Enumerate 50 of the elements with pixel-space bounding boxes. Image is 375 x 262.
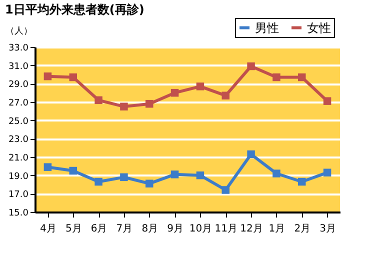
y-tick-label: 31.0 [8, 62, 29, 72]
point [272, 73, 280, 82]
point [69, 166, 77, 175]
x-tick-label: 2月 [294, 224, 311, 234]
y-tick-label: 23.0 [8, 135, 29, 146]
point [247, 150, 255, 158]
y-tick-label: 17.0 [8, 190, 29, 200]
point [323, 168, 332, 176]
x-tick-label: 3月 [320, 224, 336, 234]
legend-label: 女性 [307, 20, 331, 35]
x-tick-label: 8月 [142, 224, 158, 234]
point [272, 170, 280, 178]
x-tick-label: 5月 [65, 224, 82, 234]
x-tick-label: 11月 [214, 224, 238, 234]
y-tick-label: 33.0 [8, 44, 29, 54]
point [69, 73, 77, 82]
point [44, 163, 52, 171]
point [120, 102, 128, 110]
point [146, 180, 154, 188]
y-tick-label: 19.0 [8, 172, 29, 182]
point [247, 62, 255, 70]
chart-title: 1日平均外来患者数(再診) [5, 2, 144, 16]
y-axis-title: （人） [6, 26, 32, 36]
y-tick-label: 21.0 [8, 154, 29, 164]
point [323, 97, 332, 105]
legend-label: 男性 [255, 20, 279, 35]
point [196, 82, 204, 90]
x-tick-label: 1月 [268, 224, 286, 234]
point [94, 178, 102, 186]
point [44, 72, 52, 80]
point [170, 88, 179, 97]
point [170, 170, 179, 178]
point [94, 96, 102, 104]
y-tick-label: 25.0 [8, 116, 29, 127]
y-tick-label: 27.0 [8, 98, 29, 108]
y-tick-label: 29.0 [8, 80, 29, 90]
x-tick-label: 9月 [167, 224, 184, 234]
point [298, 73, 306, 82]
y-tick-label: 15.0 [8, 208, 29, 218]
x-tick-label: 7月 [116, 224, 133, 234]
x-tick-label: 6月 [90, 224, 108, 234]
point [222, 186, 230, 194]
point [146, 100, 154, 108]
point [222, 92, 230, 100]
point [298, 178, 306, 186]
point [120, 173, 128, 182]
point [196, 171, 204, 180]
x-tick-label: 10月 [189, 224, 212, 234]
x-tick-label: 4月 [40, 224, 56, 234]
x-tick-label: 12月 [240, 224, 263, 234]
